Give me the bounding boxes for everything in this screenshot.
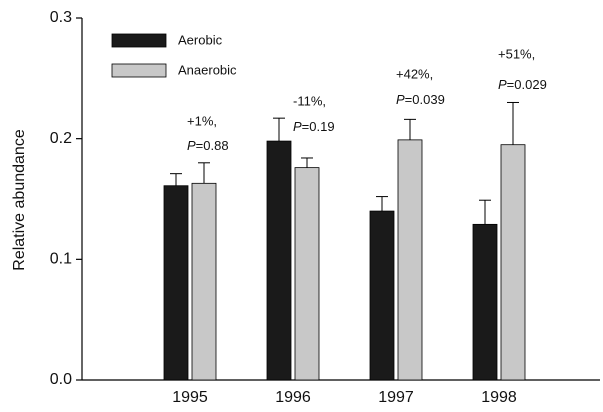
legend-label: Anaerobic bbox=[178, 62, 237, 77]
legend-swatch bbox=[111, 33, 167, 48]
annotation: +1%, bbox=[187, 113, 217, 128]
annotation-value: =0.029 bbox=[507, 77, 547, 92]
annotation-p: P bbox=[498, 77, 507, 92]
bar bbox=[266, 140, 292, 381]
bar bbox=[397, 139, 423, 381]
y-tick-label: 0.0 bbox=[50, 371, 72, 388]
annotation: P=0.029 bbox=[498, 77, 547, 92]
y-tick-label: 0.3 bbox=[50, 9, 72, 26]
x-tick-label: 1995 bbox=[172, 389, 208, 406]
x-tick-label: 1998 bbox=[481, 389, 517, 406]
annotation-p: P bbox=[396, 92, 405, 107]
annotation: -11%, bbox=[293, 93, 326, 108]
annotation-p: P bbox=[187, 138, 196, 153]
annotation: P=0.88 bbox=[187, 138, 229, 153]
x-tick-label: 1996 bbox=[275, 389, 311, 406]
annotation-value: =0.039 bbox=[405, 92, 445, 107]
annotation: P=0.039 bbox=[396, 92, 445, 107]
bar bbox=[369, 210, 395, 381]
bar bbox=[294, 167, 320, 381]
y-tick-label: 0.1 bbox=[50, 251, 72, 268]
x-tick-label: 1997 bbox=[378, 389, 414, 406]
bar bbox=[500, 144, 526, 381]
annotation: +42%, bbox=[396, 66, 433, 81]
annotation: +51%, bbox=[498, 46, 535, 61]
legend-swatch bbox=[111, 63, 167, 78]
bar bbox=[472, 223, 498, 381]
bar bbox=[191, 182, 217, 381]
bar bbox=[163, 185, 189, 381]
y-tick-label: 0.2 bbox=[50, 130, 72, 147]
y-axis-label: Relative abundance bbox=[11, 129, 28, 271]
annotation-value: =0.19 bbox=[302, 119, 335, 134]
annotation: P=0.19 bbox=[293, 119, 335, 134]
annotation-p: P bbox=[293, 119, 302, 134]
annotation-value: =0.88 bbox=[196, 138, 229, 153]
legend-label: Aerobic bbox=[178, 32, 223, 47]
